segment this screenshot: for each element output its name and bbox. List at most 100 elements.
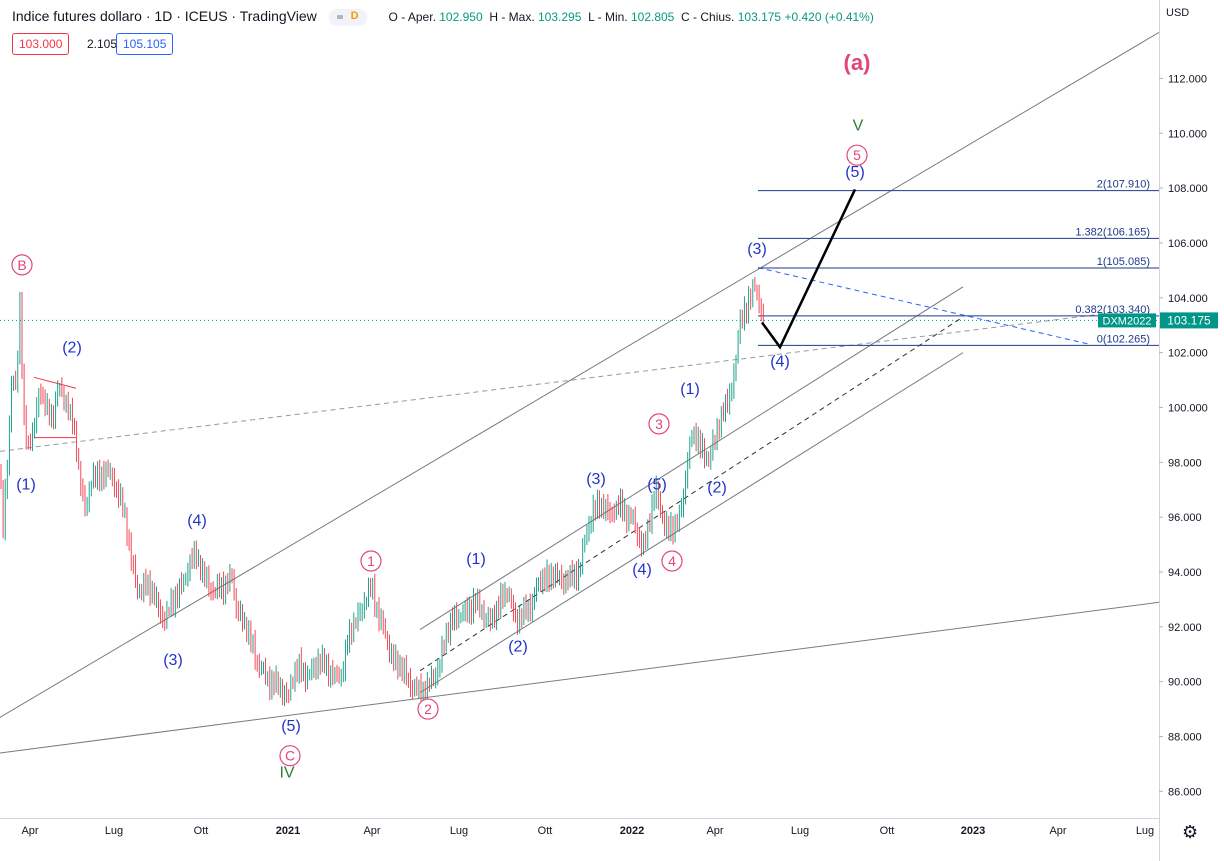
settings-gear-icon[interactable]: ⚙ <box>1182 822 1199 842</box>
x-tick-label: 2021 <box>276 825 300 837</box>
wave-circle-label: 5 <box>853 147 861 163</box>
fib-level-label: 2(107.910) <box>1097 179 1150 191</box>
y-tick-label: 92.000 <box>1168 622 1202 634</box>
wave-circle <box>279 745 301 767</box>
wave-circle-label: 1 <box>367 553 375 569</box>
wave-label: (1) <box>466 551 486 568</box>
wave-label: (3) <box>586 471 606 488</box>
fib-level-label: 0.382(103.340) <box>1075 304 1150 316</box>
spread-value: 2.105 <box>87 37 118 51</box>
wave-label: (2) <box>62 340 82 357</box>
delayed-indicator: D <box>350 9 359 22</box>
wave-label: (a) <box>844 50 871 75</box>
change-value: +0.420 (+0.41%) <box>784 10 874 24</box>
wave-label: (4) <box>632 562 652 579</box>
trend-line <box>0 601 1159 754</box>
forecast-path <box>760 188 857 350</box>
currency-label: USD <box>1166 7 1189 19</box>
delayed-badge[interactable]: D <box>328 8 367 26</box>
ohlc-readout: O - Aper. 102.950 H - Max. 103.295 L - M… <box>389 10 874 24</box>
wave-label: (3) <box>163 652 183 669</box>
x-tick-label: Lug <box>450 825 468 837</box>
wave-label: (2) <box>508 638 528 655</box>
wave-circle-label: 4 <box>668 553 676 569</box>
high-value: 103.295 <box>538 10 582 24</box>
x-tick-label: Apr <box>21 825 38 837</box>
y-tick-label: 86.000 <box>1168 786 1202 798</box>
symbol-tag <box>1098 313 1156 328</box>
wave-circle <box>360 550 382 572</box>
x-tick-label: Lug <box>791 825 809 837</box>
x-tick-label: 2023 <box>961 825 985 837</box>
wave-circle-label: B <box>17 257 26 273</box>
wave-circle <box>661 550 683 572</box>
y-tick-label: 112.000 <box>1168 73 1207 85</box>
trend-line <box>419 286 964 630</box>
fib-level-label: 1(105.085) <box>1097 256 1150 268</box>
x-tick-label: Apr <box>363 825 380 837</box>
y-tick-label: 96.000 <box>1168 512 1202 524</box>
fib-level-label: 0(102.265) <box>1097 333 1150 345</box>
x-tick-label: 2022 <box>620 825 644 837</box>
x-tick-label: Ott <box>880 825 895 837</box>
wave-circle <box>417 698 439 720</box>
x-tick-label: Apr <box>706 825 723 837</box>
wave-circle <box>648 413 670 435</box>
wave-label: (2) <box>707 479 727 496</box>
wave-label: (1) <box>16 477 36 494</box>
wave-label: (1) <box>680 381 700 398</box>
x-tick-label: Ott <box>538 825 553 837</box>
y-tick-label: 88.000 <box>1168 732 1202 744</box>
low-value: 102.805 <box>630 10 675 24</box>
y-tick-label: 100.000 <box>1168 402 1208 414</box>
y-tick-label: 104.000 <box>1168 293 1208 305</box>
wave-label: V <box>853 118 864 135</box>
x-tick-label: Lug <box>105 825 123 837</box>
wave-circle-label: 3 <box>655 416 663 432</box>
x-tick-label: Ott <box>194 825 209 837</box>
wave-circle-label: 2 <box>424 701 432 717</box>
symbol-tag-label: DXM2022 <box>1103 315 1152 327</box>
trend-line <box>419 352 964 694</box>
wave-circle <box>11 254 33 276</box>
high-label: H - Max. <box>489 10 535 24</box>
y-tick-label: 94.000 <box>1168 567 1202 579</box>
y-tick-label: 106.000 <box>1168 238 1208 250</box>
wave-circle-label: C <box>285 748 295 764</box>
fib-level-label: 1.382(106.165) <box>1075 226 1150 238</box>
wave-circle <box>846 144 868 166</box>
y-tick-label: 108.000 <box>1168 183 1208 195</box>
open-value: 102.950 <box>439 10 483 24</box>
plot-area: 2(107.910) 1.382(106.165) 1(105.085) 0.382(… <box>0 31 1159 782</box>
x-tick-label: Lug <box>1136 825 1154 837</box>
trend-line <box>0 31 1159 718</box>
low-label: L - Min. <box>588 10 628 24</box>
wave-label: IV <box>279 765 294 782</box>
x-tick-label: Apr <box>1049 825 1066 837</box>
trend-line <box>33 376 77 389</box>
candles <box>0 276 764 709</box>
last-price-label: 103.175 <box>1167 313 1211 327</box>
wave-label: (4) <box>187 512 207 529</box>
buy-button[interactable]: 105.105 <box>116 33 174 55</box>
open-label: O - Aper. <box>388 10 436 24</box>
last-price-tag <box>1160 312 1218 329</box>
trend-line <box>0 313 1101 452</box>
sell-button[interactable]: 103.000 <box>12 33 70 55</box>
wave-label: (3) <box>747 241 767 258</box>
wave-label: (4) <box>770 353 790 370</box>
trend-line <box>419 316 964 672</box>
trend-line <box>757 267 1091 345</box>
chart-header: Indice futures dollaro · 1D · ICEUS · Tr… <box>12 8 874 26</box>
y-tick-label: 98.000 <box>1168 457 1202 469</box>
y-tick-label: 102.000 <box>1168 348 1208 360</box>
y-tick-label: 90.000 <box>1168 677 1202 689</box>
wave-label: (5) <box>845 164 865 181</box>
close-label: C - Chius. <box>681 10 735 24</box>
y-tick-label: 110.000 <box>1168 128 1207 140</box>
wave-label: (5) <box>647 477 667 494</box>
symbol-title[interactable]: Indice futures dollaro · 1D · ICEUS · Tr… <box>12 8 317 24</box>
close-value: 103.175 <box>737 10 782 24</box>
wave-label: (5) <box>281 718 301 735</box>
